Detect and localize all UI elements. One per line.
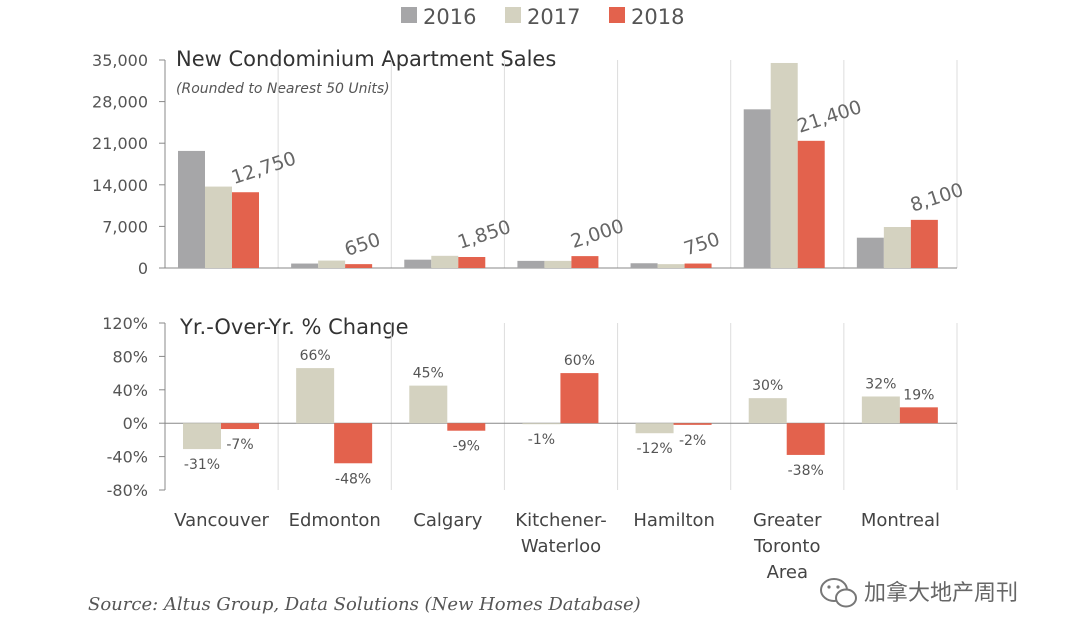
bottom-ytick-label: 0% <box>123 414 148 433</box>
top-bar-2017-2 <box>431 255 459 268</box>
legend: 2016 2017 2018 <box>401 5 684 29</box>
bottom-data-label-2018: 60% <box>564 353 595 369</box>
bottom-data-label-2018: 19% <box>903 387 934 403</box>
top-bar-2017-3 <box>544 260 572 268</box>
category-label: Hamilton <box>633 510 715 531</box>
top-bar-2017-5 <box>770 62 798 268</box>
top-data-label-2018: 21,400 <box>794 96 864 137</box>
bottom-data-label-2017: 66% <box>300 348 331 364</box>
bottom-data-labels: -31% 66% 45% -1% -12% 30% 32% -7% -48% -9% 60% -2% -… <box>184 348 935 487</box>
watermark-text: 加拿大地产周刊 <box>864 580 1018 606</box>
bottom-bars <box>183 368 938 464</box>
top-chart-subtitle: (Rounded to Nearest 50 Units) <box>176 81 390 97</box>
top-ytick-label: 35,000 <box>92 51 148 70</box>
legend-swatch-2018 <box>609 7 625 23</box>
bottom-bar-2018-6 <box>899 407 938 424</box>
bottom-bar-2017-2 <box>409 385 448 424</box>
top-bar-2016-0 <box>178 150 205 268</box>
bottom-bar-2017-0 <box>183 423 221 450</box>
top-bar-2017-0 <box>205 186 232 268</box>
category-label: Toronto <box>753 536 820 557</box>
bottom-ytick-label: 40% <box>112 381 148 400</box>
top-bar-2017-4 <box>657 264 685 268</box>
top-bars <box>178 62 938 268</box>
top-bar-2016-5 <box>743 109 771 268</box>
bottom-data-label-2017: 32% <box>865 376 896 392</box>
top-ytick-label: 14,000 <box>92 176 148 195</box>
top-ytick-label: 7,000 <box>102 217 148 236</box>
top-bar-2018-6 <box>910 219 938 268</box>
legend-label-2016: 2016 <box>423 5 476 29</box>
source-note: Source: Altus Group, Data Solutions (New… <box>88 594 641 615</box>
top-ytick-label: 28,000 <box>92 93 148 112</box>
bottom-bar-2018-0 <box>221 423 259 430</box>
top-data-label-2018: 750 <box>681 228 722 260</box>
bottom-data-label-2017: 30% <box>752 378 783 394</box>
top-ytick-label: 0 <box>138 259 148 278</box>
bottom-bar-2018-1 <box>334 423 373 464</box>
bottom-ticks: -80% -40% 0% 40% 80% 120% <box>102 314 165 500</box>
bottom-data-label-2018: -7% <box>226 437 253 453</box>
legend-swatch-2017 <box>505 7 521 23</box>
top-bar-2018-3 <box>571 256 599 268</box>
top-bar-2016-4 <box>630 263 658 268</box>
bottom-ytick-label: -40% <box>107 448 148 467</box>
legend-label-2017: 2017 <box>527 5 580 29</box>
top-bar-2018-0 <box>232 192 259 268</box>
category-label: Waterloo <box>521 536 601 557</box>
bottom-bar-2017-6 <box>861 396 900 424</box>
bottom-bar-2018-4 <box>673 423 712 425</box>
bottom-bar-2017-4 <box>635 423 674 434</box>
top-bar-2018-4 <box>684 263 712 268</box>
category-label: Kitchener- <box>515 510 606 531</box>
category-label: Edmonton <box>289 510 381 531</box>
top-bar-2018-2 <box>458 257 486 268</box>
bottom-data-label-2017: -12% <box>636 441 672 457</box>
category-label: Calgary <box>413 510 482 531</box>
top-data-label-2018: 650 <box>342 229 383 261</box>
bottom-data-label-2018: -9% <box>453 439 480 455</box>
bottom-data-label-2017: -1% <box>528 432 555 448</box>
top-bar-2016-6 <box>856 237 884 268</box>
bottom-ytick-label: 120% <box>102 314 148 333</box>
top-bar-2018-1 <box>345 264 373 268</box>
top-bar-2016-2 <box>404 259 432 268</box>
category-label: Vancouver <box>174 510 269 531</box>
top-bar-2018-5 <box>797 140 825 268</box>
bottom-data-label-2018: -48% <box>335 471 371 487</box>
top-bar-2017-6 <box>883 226 911 268</box>
top-bar-2017-1 <box>318 260 346 268</box>
wechat-icon <box>820 578 857 608</box>
top-data-label-2018: 12,750 <box>229 148 299 189</box>
bottom-ytick-label: 80% <box>112 347 148 366</box>
top-bar-2016-1 <box>291 263 319 268</box>
category-label: Area <box>767 562 808 583</box>
bottom-chart-title: Yr.-Over-Yr. % Change <box>179 315 409 339</box>
bottom-bar-2018-3 <box>560 373 599 424</box>
bottom-bar-2017-1 <box>296 368 335 424</box>
bottom-data-label-2017: -31% <box>184 457 220 473</box>
bottom-bar-2017-5 <box>748 398 787 424</box>
top-ytick-label: 21,000 <box>92 134 148 153</box>
top-ticks: 0 7,000 14,000 21,000 28,000 35,000 <box>92 51 165 278</box>
bottom-bar-2017-3 <box>522 423 561 425</box>
category-label: Greater <box>753 510 822 531</box>
bottom-data-label-2018: -38% <box>788 463 824 479</box>
top-bar-2016-3 <box>517 260 545 268</box>
bottom-bar-2018-5 <box>786 423 825 455</box>
category-labels: Vancouver Edmonton Calgary Kitchener- Waterl… <box>174 510 940 583</box>
bottom-data-label-2018: -2% <box>679 433 706 449</box>
bottom-ytick-label: -80% <box>107 481 148 500</box>
legend-label-2018: 2018 <box>631 5 684 29</box>
top-chart-title: New Condominium Apartment Sales <box>176 47 556 71</box>
bottom-bar-2018-2 <box>447 423 486 431</box>
legend-swatch-2016 <box>401 7 417 23</box>
watermark: 加拿大地产周刊 <box>820 578 1018 608</box>
bottom-data-label-2017: 45% <box>413 366 444 382</box>
category-label: Montreal <box>861 510 940 531</box>
